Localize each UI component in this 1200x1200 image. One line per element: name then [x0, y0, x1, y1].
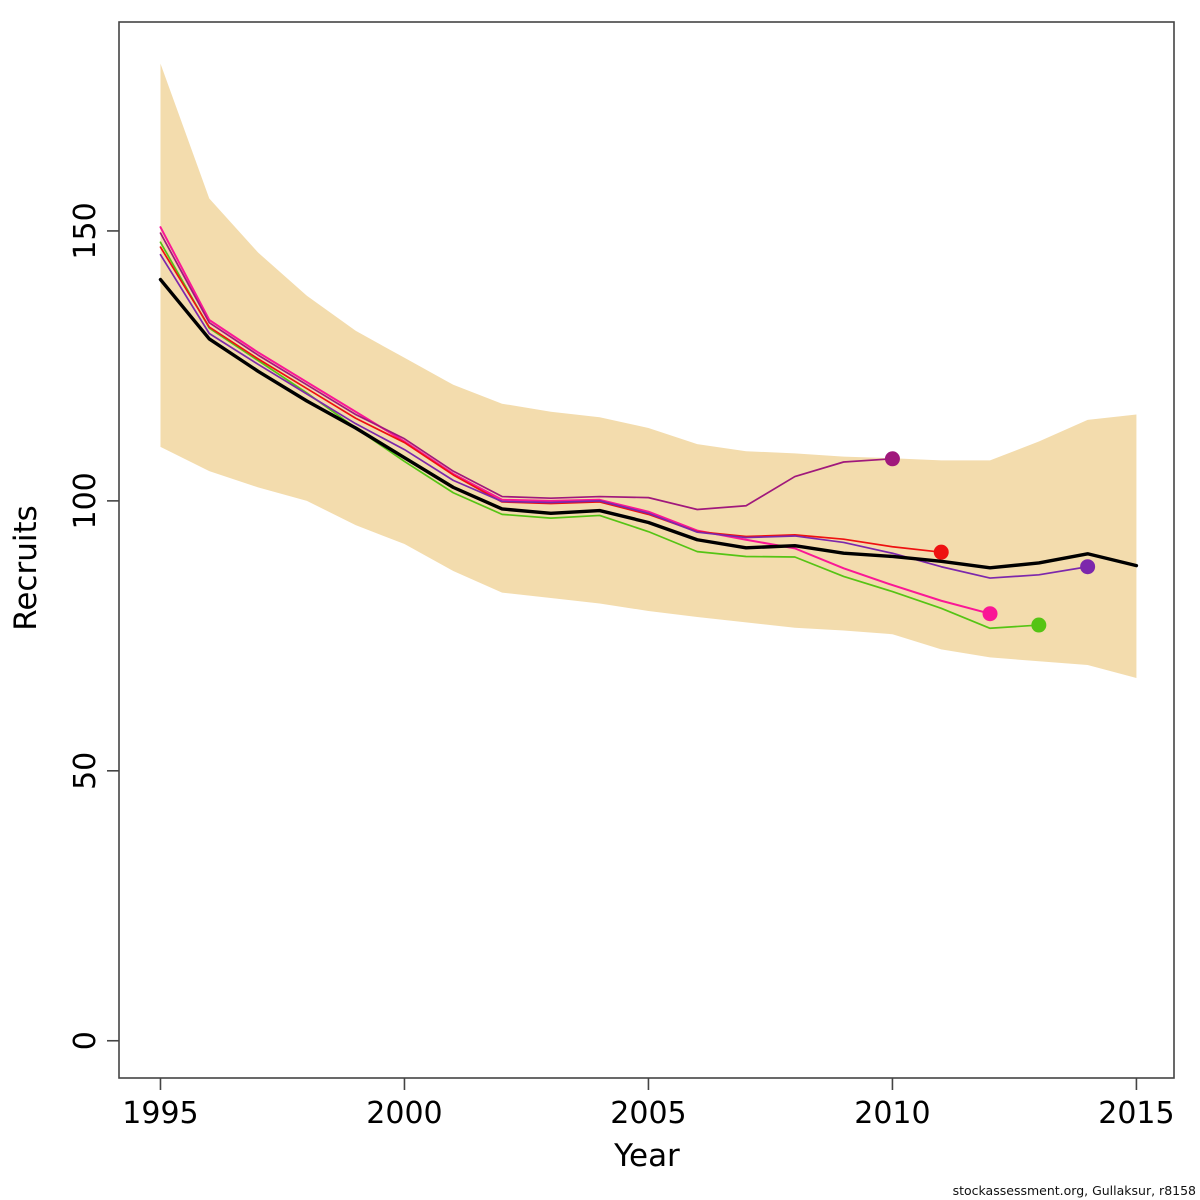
x-tick-label: 1995 [122, 1096, 198, 1131]
confidence-band [160, 63, 1137, 678]
series-line-retro-2012 [159, 226, 992, 615]
x-tick-label: 2005 [610, 1096, 686, 1131]
series-line-retro-2013 [159, 241, 1040, 630]
series-line-retro-2011 [159, 246, 943, 554]
end-dot-retro-2010 [884, 451, 900, 467]
watermark-text: stockassessment.org, Gullaksur, r8158 [952, 1183, 1196, 1198]
end-dot-retro-2011 [933, 544, 949, 560]
series-line-retro-2010 [159, 232, 894, 511]
end-dot-retro-2014 [1080, 559, 1096, 575]
y-axis-label: Recruits [8, 505, 44, 631]
x-tick-label: 2000 [366, 1096, 442, 1131]
y-tick-label: 50 [68, 752, 103, 790]
x-tick-label: 2015 [1098, 1096, 1174, 1131]
end-dot-retro-2013 [1031, 617, 1047, 633]
series-line-retro-2014 [159, 253, 1089, 579]
plot-frame [118, 21, 1175, 1079]
y-tick-label: 150 [68, 202, 103, 259]
x-axis-label: Year [614, 1138, 680, 1174]
y-tick-label: 100 [68, 472, 103, 529]
end-dot-retro-2012 [982, 606, 998, 622]
y-tick-label: 0 [68, 1031, 103, 1050]
series-line-base-run [158, 277, 1139, 570]
x-tick-label: 2010 [854, 1096, 930, 1131]
